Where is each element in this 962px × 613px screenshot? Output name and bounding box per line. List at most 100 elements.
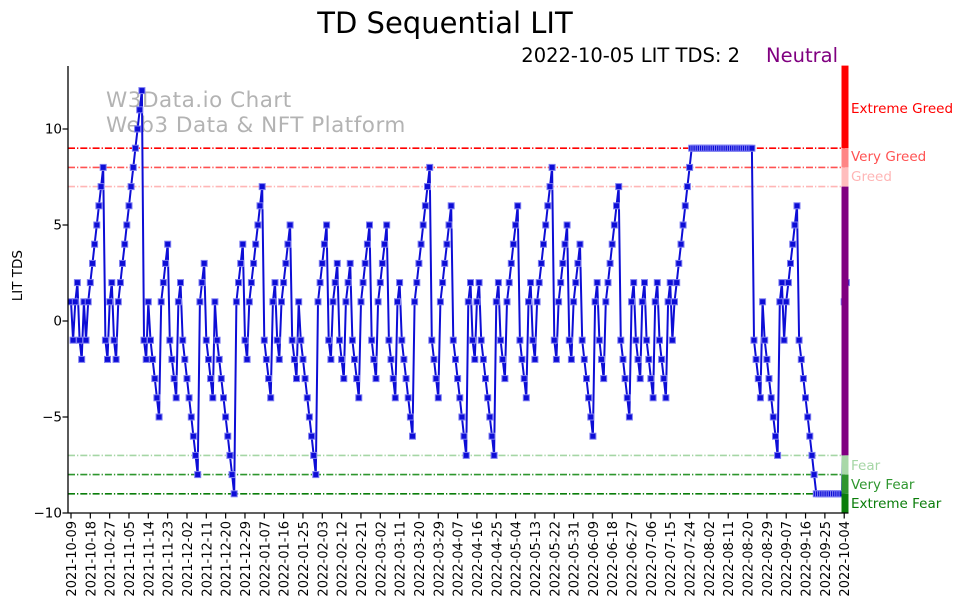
data-point (525, 298, 532, 306)
x-tick-label: 2021-10-09 (65, 521, 80, 597)
data-point (394, 298, 401, 306)
data-point (185, 394, 193, 402)
data-point (469, 336, 477, 344)
data-point (123, 221, 131, 229)
x-tick-label: 2022-10-04 (838, 521, 853, 597)
data-point (634, 355, 642, 363)
data-point (250, 259, 258, 267)
data-point (396, 279, 404, 287)
data-point (267, 394, 275, 402)
data-point (359, 279, 367, 287)
data-point (284, 240, 292, 248)
subtitle-date-value: 2022-10-05 LIT TDS: 2 (521, 44, 741, 67)
data-point (389, 375, 397, 383)
data-point (759, 298, 767, 306)
data-point (237, 259, 245, 267)
data-point (664, 298, 672, 306)
data-point (608, 240, 616, 248)
data-point (149, 355, 157, 363)
data-point (522, 394, 530, 402)
data-point (136, 106, 144, 114)
x-tick-label: 2022-01-16 (278, 521, 293, 597)
data-point (595, 336, 603, 344)
data-point (333, 259, 341, 267)
data-point (430, 355, 438, 363)
data-point (454, 375, 462, 383)
data-point (671, 298, 678, 306)
data-point (224, 432, 232, 440)
data-point (445, 221, 453, 229)
x-tick-label: 2022-08-29 (761, 521, 776, 597)
data-point (658, 355, 666, 363)
data-point (177, 279, 184, 287)
x-tick-label: 2022-09-16 (800, 521, 815, 597)
x-tick-label: 2022-04-07 (452, 521, 467, 597)
data-point (159, 279, 167, 287)
data-point (784, 279, 792, 287)
data-point (488, 432, 496, 440)
data-point (653, 279, 661, 287)
data-point (73, 279, 81, 287)
data-point (638, 298, 646, 306)
x-tick-label: 2022-06-09 (587, 521, 602, 597)
data-point (576, 240, 584, 248)
data-point (761, 336, 769, 344)
y-tick-label: 10 (45, 122, 62, 138)
data-point (628, 298, 636, 306)
data-point (765, 375, 773, 383)
data-point (290, 355, 298, 363)
data-point (630, 279, 638, 287)
data-point (482, 375, 489, 383)
x-tick-label: 2021-10-27 (104, 521, 119, 597)
sentiment-bar-segment (841, 493, 849, 513)
data-point (787, 259, 794, 267)
x-tick-label: 2022-04-16 (471, 521, 486, 597)
x-tick-label: 2022-03-20 (413, 521, 428, 597)
data-point (104, 355, 111, 363)
data-point (460, 432, 468, 440)
data-point (555, 298, 563, 306)
data-point (202, 336, 210, 344)
data-point (668, 336, 676, 344)
data-point (344, 279, 352, 287)
data-point (447, 202, 455, 210)
data-point (484, 394, 492, 402)
data-point (327, 355, 335, 363)
sentiment-bar-segment (841, 65, 849, 149)
data-point (426, 163, 434, 171)
data-point (353, 375, 361, 383)
data-point (86, 279, 94, 287)
data-point (157, 298, 165, 306)
data-point (258, 183, 266, 191)
data-point (552, 355, 560, 363)
data-point (271, 279, 279, 287)
data-point (548, 163, 556, 171)
watermark: W3Data.io Chart Web3 Data & NFT Platform (106, 88, 406, 138)
data-point (441, 259, 449, 267)
data-point (589, 432, 597, 440)
data-point (559, 259, 567, 267)
data-point (531, 355, 539, 363)
data-point (621, 375, 629, 383)
data-point (619, 355, 627, 363)
data-point (355, 394, 363, 402)
data-point (316, 279, 324, 287)
data-point (776, 298, 784, 306)
data-point (282, 259, 290, 267)
data-point (381, 240, 389, 248)
data-point (810, 471, 818, 479)
data-point (366, 221, 373, 229)
x-tick-label: 2022-09-25 (819, 521, 834, 597)
data-point (610, 221, 618, 229)
data-point (593, 279, 601, 287)
data-point (462, 451, 470, 459)
data-point (535, 279, 543, 287)
data-point (490, 451, 498, 459)
data-point (179, 336, 187, 344)
data-point (288, 336, 296, 344)
data-point (636, 375, 644, 383)
data-point (78, 355, 86, 363)
data-point (789, 240, 797, 248)
data-point (254, 221, 262, 229)
data-point (318, 259, 326, 267)
